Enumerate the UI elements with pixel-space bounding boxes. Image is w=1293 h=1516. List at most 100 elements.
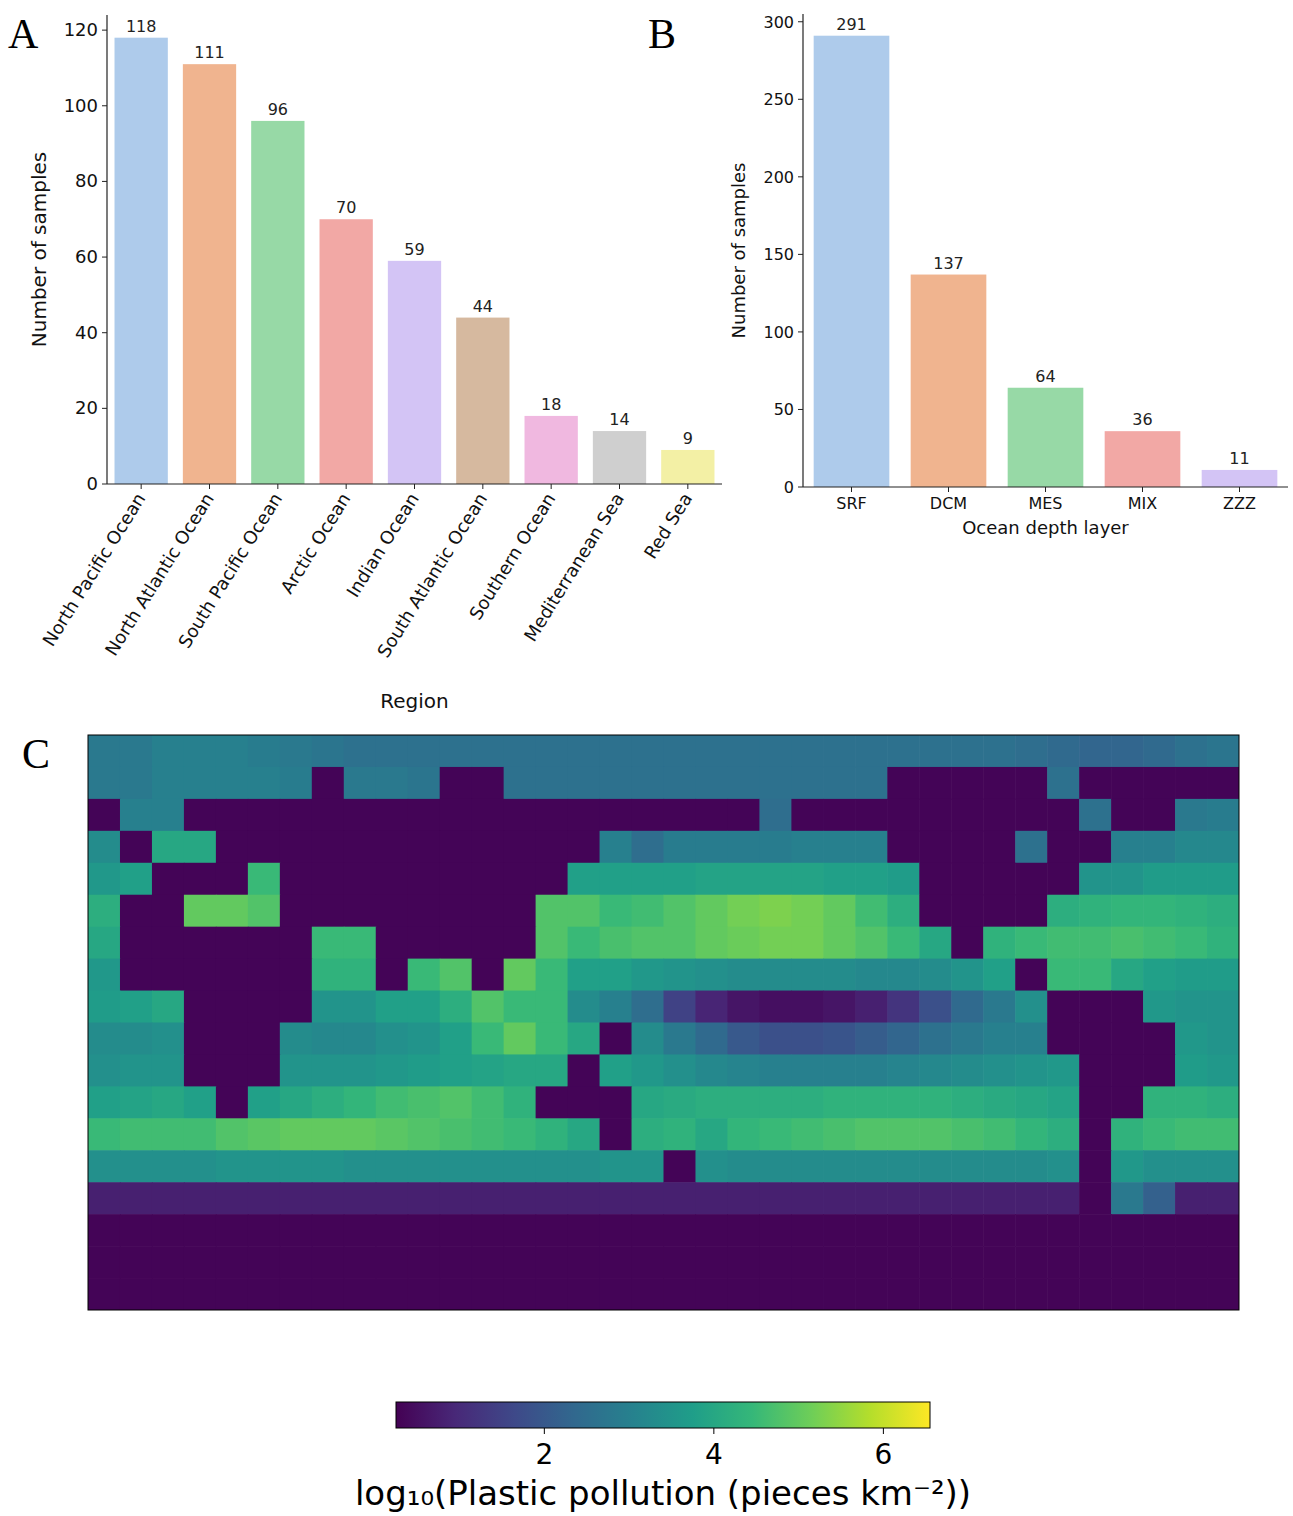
cell <box>408 767 441 800</box>
cell <box>568 767 601 800</box>
cell <box>376 767 409 800</box>
cell <box>120 735 153 768</box>
cell <box>1015 863 1048 896</box>
cell <box>600 1150 633 1183</box>
cell <box>887 831 920 864</box>
cell <box>727 767 760 800</box>
cell <box>248 767 281 800</box>
cell <box>632 1150 665 1183</box>
cell <box>600 1182 633 1215</box>
cell <box>568 1182 601 1215</box>
cell <box>216 799 249 832</box>
cell <box>1015 1023 1048 1056</box>
cell <box>536 735 569 768</box>
cell <box>504 1278 537 1310</box>
cell <box>248 927 281 960</box>
cell <box>600 1118 633 1151</box>
cell <box>1047 799 1080 832</box>
cell <box>568 831 601 864</box>
cell <box>791 895 824 928</box>
cell <box>504 735 537 768</box>
cell <box>600 799 633 832</box>
cell <box>695 735 728 768</box>
cell <box>536 1118 569 1151</box>
cell <box>600 1023 633 1056</box>
cell <box>376 1214 409 1247</box>
cell <box>600 735 633 768</box>
cell <box>280 895 313 928</box>
y-tick-label: 300 <box>763 13 794 32</box>
cell <box>664 1118 697 1151</box>
cell <box>664 895 697 928</box>
cell <box>184 991 217 1024</box>
cell <box>1111 991 1144 1024</box>
y-tick-label: 120 <box>64 19 98 40</box>
y-tick <box>102 257 107 258</box>
cell <box>919 767 952 800</box>
cell <box>823 1086 856 1119</box>
cell <box>184 735 217 768</box>
cell <box>184 927 217 960</box>
panel-letter: A <box>8 11 39 57</box>
cell <box>408 895 441 928</box>
x-tick <box>619 484 620 489</box>
cell <box>823 1023 856 1056</box>
cell <box>216 1023 249 1056</box>
cell <box>1015 1086 1048 1119</box>
cell <box>504 1214 537 1247</box>
cell <box>568 1246 601 1279</box>
cell <box>727 831 760 864</box>
cell <box>88 799 121 832</box>
cell <box>120 1054 153 1087</box>
bar <box>911 275 987 487</box>
cell <box>1015 1150 1048 1183</box>
data-label: 96 <box>268 100 288 119</box>
cell <box>312 767 345 800</box>
cell <box>791 735 824 768</box>
cell <box>280 1246 313 1279</box>
cell <box>312 1118 345 1151</box>
cell <box>1207 767 1239 800</box>
cell <box>1175 767 1208 800</box>
bar <box>456 318 509 484</box>
cell <box>855 1214 888 1247</box>
cell <box>1143 863 1176 896</box>
cell <box>632 1214 665 1247</box>
cell <box>983 1118 1016 1151</box>
cell <box>536 1023 569 1056</box>
cell <box>887 767 920 800</box>
cell <box>1015 1054 1048 1087</box>
cell <box>152 1150 185 1183</box>
cell <box>823 959 856 992</box>
cell <box>568 959 601 992</box>
cell <box>440 1086 473 1119</box>
colorbar-tick <box>883 1428 884 1434</box>
cell <box>727 895 760 928</box>
cell <box>312 959 345 992</box>
cell <box>376 1086 409 1119</box>
cell <box>1143 927 1176 960</box>
cell <box>951 1150 984 1183</box>
cell <box>88 1150 121 1183</box>
cell <box>88 1214 121 1247</box>
cell <box>1143 1278 1176 1310</box>
cell <box>1079 799 1112 832</box>
y-tick-label: 150 <box>763 245 794 264</box>
cell <box>312 1150 345 1183</box>
cell <box>1047 1150 1080 1183</box>
cell <box>951 767 984 800</box>
x-tick-label: MIX <box>1128 494 1158 513</box>
cell <box>280 735 313 768</box>
colorbar-title: log₁₀(Plastic pollution (pieces km⁻²)) <box>355 1473 971 1513</box>
cell <box>152 1214 185 1247</box>
cell <box>727 799 760 832</box>
cell <box>1111 1246 1144 1279</box>
cell <box>88 1054 121 1087</box>
cell <box>312 927 345 960</box>
cell <box>1047 863 1080 896</box>
cell <box>312 799 345 832</box>
cell <box>1047 895 1080 928</box>
cell <box>1175 1246 1208 1279</box>
cell <box>1175 1150 1208 1183</box>
cell <box>280 1150 313 1183</box>
